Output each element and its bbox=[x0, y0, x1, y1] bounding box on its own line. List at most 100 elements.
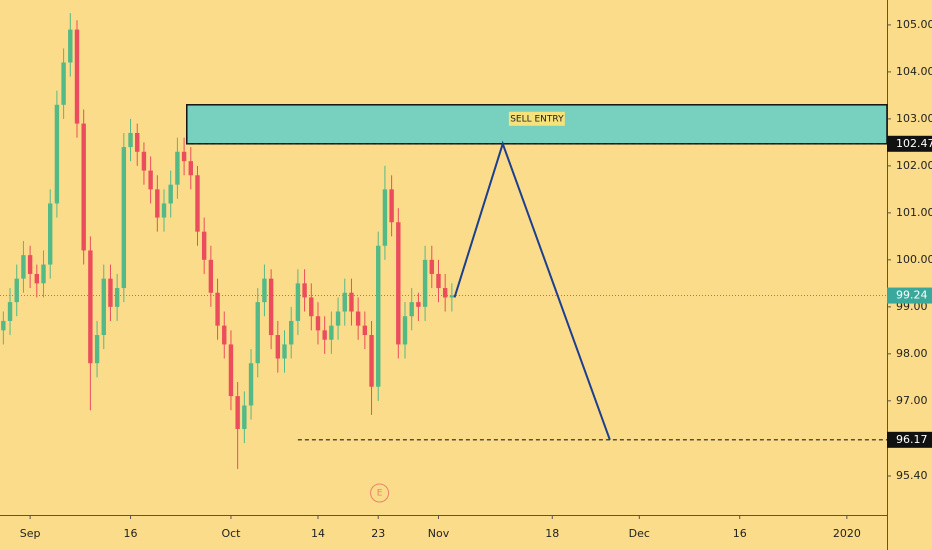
zone-label-bg bbox=[508, 111, 565, 126]
zone-label: SELL ENTRY bbox=[510, 114, 564, 124]
candle-body bbox=[369, 335, 374, 387]
candle-body bbox=[48, 203, 53, 265]
level-price-label: 102.47 bbox=[896, 137, 932, 150]
level-price-label-bg bbox=[887, 135, 932, 152]
candle-body bbox=[409, 302, 414, 317]
candle-body bbox=[215, 292, 220, 326]
candle-body bbox=[81, 123, 86, 251]
candle-body bbox=[1, 320, 6, 331]
candle-body bbox=[382, 189, 388, 246]
y-tick-label: 102.00 bbox=[896, 159, 932, 172]
x-tick-label: Dec bbox=[629, 527, 650, 540]
candle-body bbox=[248, 363, 254, 406]
candle-body bbox=[181, 151, 187, 162]
y-tick-label: 95.40 bbox=[896, 469, 928, 482]
projection-path bbox=[453, 140, 611, 441]
candle-body bbox=[208, 259, 214, 293]
candle-body bbox=[295, 283, 301, 321]
y-tick-label: 101.00 bbox=[896, 206, 932, 219]
candle-body bbox=[322, 330, 327, 340]
y-tick-label: 98.00 bbox=[896, 347, 928, 360]
candle-body bbox=[315, 316, 321, 331]
candle-body bbox=[54, 104, 60, 204]
candle-body bbox=[68, 29, 73, 63]
candle-body bbox=[436, 273, 441, 289]
candle-body bbox=[94, 335, 100, 364]
candle-body bbox=[275, 335, 281, 359]
y-tick-label: 97.00 bbox=[896, 394, 928, 407]
candle-body bbox=[282, 344, 287, 359]
y-tick-label: 105.00 bbox=[896, 18, 932, 31]
level-price-label-bg bbox=[887, 431, 932, 448]
candle-body bbox=[268, 278, 274, 336]
y-tick-label: 104.00 bbox=[896, 65, 932, 78]
candle-body bbox=[262, 278, 267, 303]
candle-body bbox=[121, 147, 127, 289]
candle-body bbox=[396, 222, 401, 345]
candle-body bbox=[416, 302, 421, 307]
earnings-marker bbox=[370, 483, 390, 503]
candle-body bbox=[329, 325, 334, 340]
candle-body bbox=[114, 288, 120, 307]
x-tick-label: 23 bbox=[371, 527, 385, 540]
candle-body bbox=[141, 151, 147, 171]
candle-body bbox=[422, 259, 428, 307]
candle-body bbox=[135, 132, 140, 152]
last-price-label: 99.24 bbox=[896, 289, 928, 302]
x-tick-label: 16 bbox=[124, 527, 138, 540]
candle-body bbox=[188, 161, 193, 176]
candle-body bbox=[27, 255, 33, 274]
candle-body bbox=[235, 396, 240, 430]
x-tick-label: Sep bbox=[20, 527, 41, 540]
candle-body bbox=[289, 320, 294, 345]
y-tick-label: 103.00 bbox=[896, 112, 932, 125]
x-tick-label: Nov bbox=[428, 527, 450, 540]
candle-body bbox=[21, 255, 26, 279]
candle-body bbox=[168, 184, 173, 204]
candle-body bbox=[429, 259, 434, 274]
candle-body bbox=[389, 189, 394, 223]
candle-body bbox=[242, 405, 247, 430]
candle-body bbox=[7, 302, 13, 321]
level-price-label: 96.17 bbox=[896, 433, 928, 446]
candle-body bbox=[108, 278, 113, 307]
candle-body bbox=[402, 316, 408, 345]
candle-body bbox=[41, 264, 46, 284]
candle-body bbox=[335, 311, 341, 326]
x-tick-label: 14 bbox=[311, 527, 325, 540]
x-tick-label: 18 bbox=[545, 527, 559, 540]
x-tick-label: 2020 bbox=[833, 527, 861, 540]
candle-body bbox=[161, 203, 167, 218]
candle-body bbox=[302, 283, 307, 298]
candle-body bbox=[449, 295, 455, 298]
candle-body bbox=[61, 62, 66, 105]
candle-body bbox=[228, 344, 234, 397]
candle-body bbox=[309, 297, 314, 317]
earnings-label: E bbox=[377, 489, 383, 499]
candle-body bbox=[362, 325, 368, 336]
last-price-label-bg bbox=[887, 287, 932, 304]
candle-body bbox=[349, 292, 354, 312]
candle-body bbox=[376, 245, 381, 387]
y-tick-label: 100.00 bbox=[896, 253, 932, 266]
candle-body bbox=[88, 250, 93, 364]
candle-body bbox=[14, 278, 19, 303]
candle-body bbox=[155, 189, 160, 218]
candle-body bbox=[355, 311, 361, 326]
candle-body bbox=[255, 302, 260, 364]
x-tick-label: 16 bbox=[733, 527, 747, 540]
candle-body bbox=[148, 170, 153, 190]
candle-body bbox=[128, 132, 133, 148]
x-tick-label: Oct bbox=[221, 527, 241, 540]
candle-body bbox=[342, 292, 347, 312]
candle-body bbox=[74, 29, 80, 124]
candle-body bbox=[201, 231, 207, 260]
candle-body bbox=[175, 151, 180, 185]
candle-body bbox=[195, 175, 200, 232]
candle-body bbox=[222, 325, 227, 345]
candle-body bbox=[34, 273, 40, 284]
candle-body bbox=[101, 278, 106, 336]
candle-body bbox=[442, 288, 448, 298]
